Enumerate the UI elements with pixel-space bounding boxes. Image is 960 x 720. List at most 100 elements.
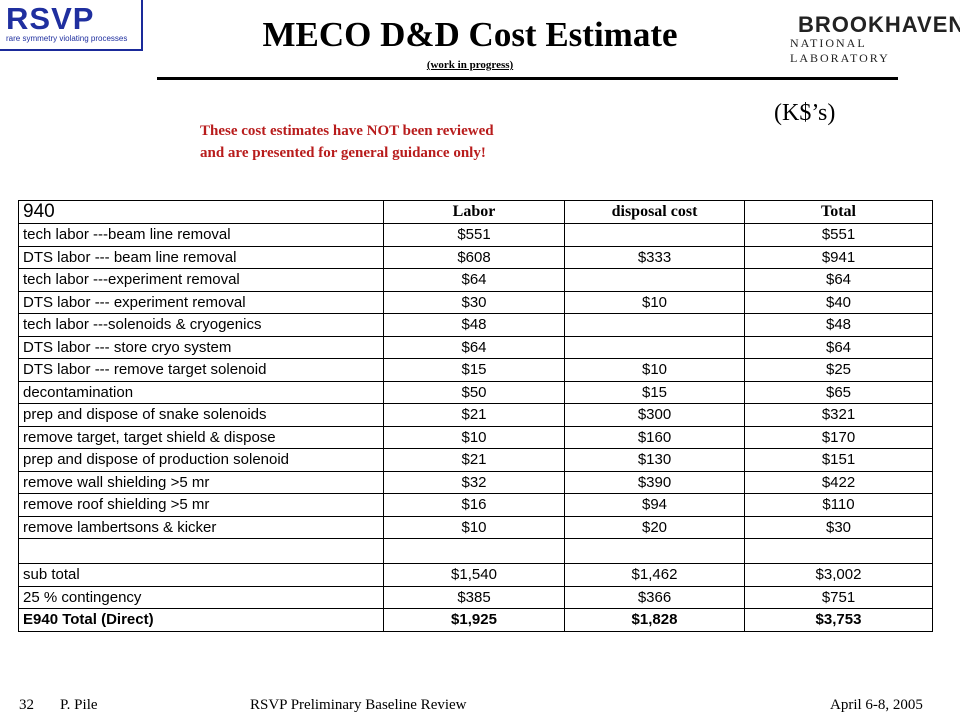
rsvp-logo: RSVP rare symmetry violating processes [0,0,143,51]
units-label: (K$’s) [774,100,836,126]
footer-date: April 6-8, 2005 [830,697,923,713]
item-cell: remove target, target shield & dispose [18,425,384,449]
labor-cell: $1,540 [383,563,565,587]
table-row: DTS labor --- remove target solenoid $15 $… [18,358,933,382]
disposal-cell [564,538,745,564]
item-cell: tech labor ---experiment removal [18,268,384,292]
item-cell: 25 % contingency [18,585,384,609]
labor-cell: $30 [383,290,565,314]
labor-cell: $551 [383,223,565,247]
disposal-cell [564,335,745,359]
header-labor: Labor [383,200,565,224]
disposal-cell: $130 [564,448,745,472]
table-row: DTS labor --- experiment removal $30 $10 $4… [18,290,933,314]
total-cell: $422 [744,470,933,494]
labor-cell: $64 [383,268,565,292]
item-cell: tech labor ---beam line removal [18,223,384,247]
page-subtitle: (work in progress) [426,59,514,71]
cost-table: 940 Labor disposal cost Total tech labor… [18,200,933,632]
total-cell: $551 [744,223,933,247]
labor-cell: $385 [383,585,565,609]
grand-total-row: E940 Total (Direct) $1,925 $1,828 $3,753 [18,608,933,632]
footer-author: P. Pile [60,697,98,713]
item-cell [18,538,384,564]
table-row: remove lambertsons & kicker $10 $20 $30 [18,515,933,539]
labor-cell: $10 [383,425,565,449]
labor-cell: $21 [383,403,565,427]
disposal-cell: $10 [564,290,745,314]
item-cell: DTS labor --- beam line removal [18,245,384,269]
item-cell: remove wall shielding >5 mr [18,470,384,494]
total-cell [744,538,933,564]
rsvp-logo-tagline: rare symmetry violating processes [6,34,128,43]
page-title: MECO D&D Cost Estimate [262,15,678,54]
table-row: remove roof shielding >5 mr $16 $94 $110 [18,493,933,517]
disposal-cell: $1,828 [564,608,745,632]
review-warning-line2: and are presented for general guidance o… [200,145,486,161]
labor-cell: $16 [383,493,565,517]
total-cell: $751 [744,585,933,609]
labor-cell: $50 [383,380,565,404]
disposal-cell: $366 [564,585,745,609]
total-cell: $64 [744,335,933,359]
total-cell: $30 [744,515,933,539]
table-row: DTS labor --- beam line removal $608 $333 $… [18,245,933,269]
labor-cell: $15 [383,358,565,382]
title-divider [157,77,898,80]
labor-cell: $64 [383,335,565,359]
disposal-cell: $390 [564,470,745,494]
total-cell: $3,753 [744,608,933,632]
brookhaven-logo: BROOKHAVEN NATIONAL LABORATORY [790,12,960,65]
table-row: tech labor ---experiment removal $64 $64 [18,268,933,292]
disposal-cell [564,313,745,337]
item-cell: remove lambertsons & kicker [18,515,384,539]
total-cell: $25 [744,358,933,382]
item-cell: DTS labor --- experiment removal [18,290,384,314]
item-cell: prep and dispose of snake solenoids [18,403,384,427]
item-cell: remove roof shielding >5 mr [18,493,384,517]
header-total: Total [744,200,933,224]
total-cell: $48 [744,313,933,337]
labor-cell: $48 [383,313,565,337]
total-cell: $321 [744,403,933,427]
labor-cell [383,538,565,564]
disposal-cell: $333 [564,245,745,269]
footer-event: RSVP Preliminary Baseline Review [250,697,467,713]
table-row: DTS labor --- store cryo system $64 $64 [18,335,933,359]
table-row: prep and dispose of production solenoid $… [18,448,933,472]
item-cell: tech labor ---solenoids & cryogenics [18,313,384,337]
table-row: decontamination $50 $15 $65 [18,380,933,404]
header-disposal: disposal cost [564,200,745,224]
table-header-row: 940 Labor disposal cost Total [18,200,933,224]
item-cell: E940 Total (Direct) [18,608,384,632]
disposal-cell: $94 [564,493,745,517]
total-cell: $110 [744,493,933,517]
disposal-cell: $10 [564,358,745,382]
labor-cell: $1,925 [383,608,565,632]
table-row: tech labor ---beam line removal $551 $551 [18,223,933,247]
brookhaven-logo-word: BROOKHAVEN [798,12,960,37]
total-cell: $151 [744,448,933,472]
total-cell: $65 [744,380,933,404]
review-warning: These cost estimates have NOT been revie… [200,120,580,164]
total-cell: $941 [744,245,933,269]
labor-cell: $10 [383,515,565,539]
disposal-cell [564,268,745,292]
footer-page-number: 32 [19,697,34,713]
contingency-row: 25 % contingency $385 $366 $751 [18,585,933,609]
disposal-cell: $15 [564,380,745,404]
item-cell: decontamination [18,380,384,404]
item-cell: DTS labor --- store cryo system [18,335,384,359]
review-warning-line1: These cost estimates have NOT been revie… [200,123,494,139]
rsvp-logo-word: RSVP [6,1,95,36]
table-blank-row [18,538,933,564]
table-row: remove wall shielding >5 mr $32 $390 $422 [18,470,933,494]
total-cell: $64 [744,268,933,292]
total-cell: $170 [744,425,933,449]
labor-cell: $21 [383,448,565,472]
disposal-cell [564,223,745,247]
item-cell: DTS labor --- remove target solenoid [18,358,384,382]
brookhaven-logo-sub: NATIONAL LABORATORY [790,36,890,65]
disposal-cell: $20 [564,515,745,539]
disposal-cell: $300 [564,403,745,427]
